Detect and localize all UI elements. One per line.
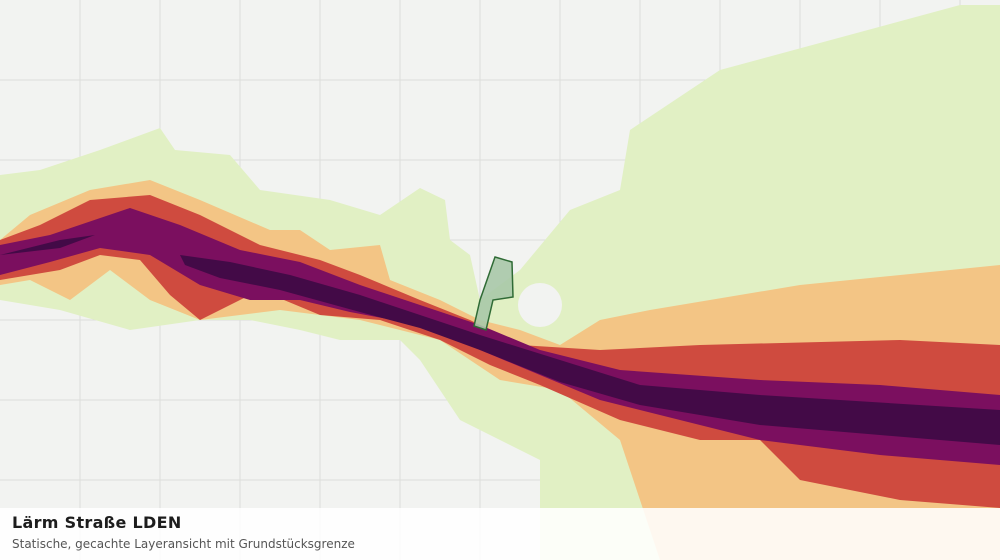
caption-panel: Lärm Straße LDEN Statische, gecachte Lay…	[0, 508, 1000, 560]
layer-subtitle: Statische, gecachte Layeransicht mit Gru…	[12, 537, 355, 551]
parcel-boundary[interactable]	[473, 256, 514, 331]
map-gap	[518, 283, 562, 327]
noise-zone-low	[0, 5, 1000, 560]
noise-zone-extreme	[0, 235, 1000, 445]
layer-title: Lärm Straße LDEN	[12, 513, 182, 532]
